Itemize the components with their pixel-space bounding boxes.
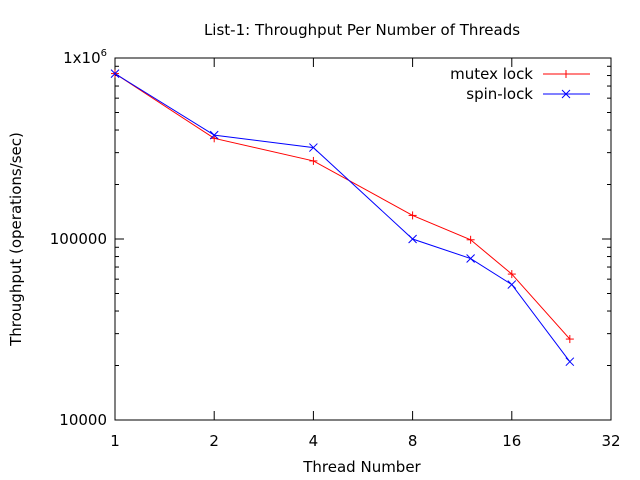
series-spin-lock [110,69,575,367]
x-tick-label: 16 [502,432,521,450]
data-point [565,357,575,367]
legend-marker [562,70,570,78]
x-tick-label: 4 [309,432,319,450]
y-axis-ticks: 10000 100000 1x106 [50,48,611,429]
cross-marker-b [309,143,318,152]
data-point [466,235,475,244]
data-point [507,280,517,289]
y-axis-label: Throughput (operations/sec) [7,132,25,347]
x-axis-label: Thread Number [302,458,421,476]
data-point [309,156,318,165]
data-point [466,254,475,263]
cross-marker-b [561,89,571,99]
legend-label: mutex lock [450,65,533,83]
y-tick-label: 100000 [50,230,107,248]
y-tick-label-exponent: 6 [101,48,107,59]
series-line [114,73,571,362]
series-mutex-lock [111,69,574,344]
y-tick-label: 10000 [59,411,107,429]
y-tick-label-base: 1x10 [63,49,101,67]
cross-marker-b [507,280,517,289]
legend: mutex lock spin-lock [450,65,590,103]
data-point [309,143,318,152]
legend-marker [561,89,571,99]
y-tick-label-base: 100000 [50,230,107,248]
cross-marker-b [565,357,575,367]
chart-title: List-1: Throughput Per Number of Threads [204,21,520,39]
data-point [507,270,516,279]
plot-area-border [114,57,612,421]
cross-marker-b [466,254,475,263]
legend-label: spin-lock [466,85,533,103]
series-layer [110,69,575,367]
y-tick-label: 1x106 [63,48,107,67]
y-tick-label-base: 10000 [59,411,107,429]
x-tick-label: 32 [601,432,620,450]
series-line [114,73,571,340]
data-point [408,234,417,244]
x-tick-label: 2 [209,432,219,450]
data-point [110,69,120,78]
data-point [565,335,574,344]
x-tick-label: 1 [110,432,120,450]
cross-marker-b [408,234,417,244]
x-axis-ticks: 1 2 4 8 16 32 [110,58,621,450]
data-point [209,130,219,140]
x-tick-label: 8 [408,432,418,450]
data-point [408,211,417,220]
cross-marker-b [209,130,219,140]
cross-marker-b [110,69,120,78]
